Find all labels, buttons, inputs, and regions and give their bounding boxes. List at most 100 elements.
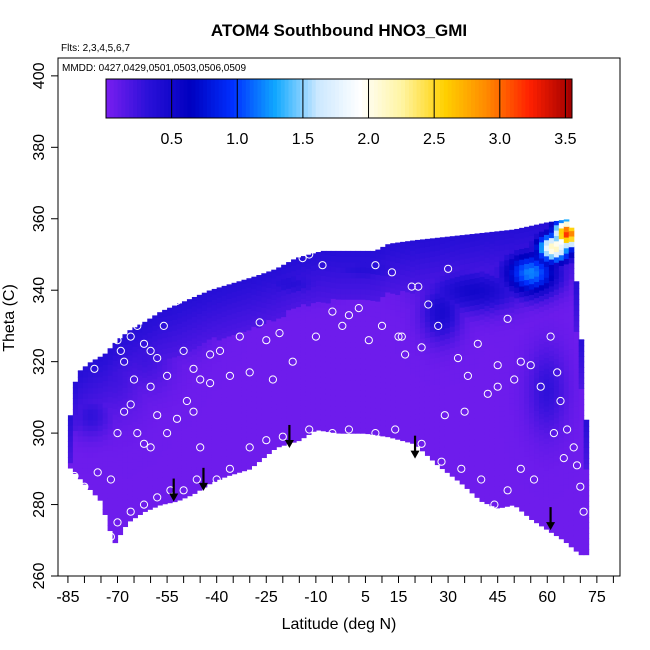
heatmap-cell [325,426,332,433]
heatmap-cell [132,367,138,374]
heatmap-cell [568,487,575,494]
heatmap-cell [236,439,243,446]
heatmap-cell [573,459,580,466]
heatmap-cell [424,412,431,419]
colorbar-segment [471,79,476,118]
heatmap-cell [558,345,565,352]
heatmap-cell [122,462,129,469]
heatmap-cell [300,341,307,348]
heatmap-cell [325,340,332,347]
heatmap-cell [191,316,198,323]
heatmap-cell [147,439,153,446]
heatmap-cell [266,367,272,374]
heatmap-cell [117,529,124,536]
heatmap-cell [400,269,406,275]
heatmap-cell [504,329,510,336]
heatmap-cell [419,322,426,329]
heatmap-cell [117,395,124,402]
heatmap-cell [405,275,411,282]
colorbar-segment [199,79,204,118]
heatmap-cell [464,359,471,366]
heatmap-cell [300,351,307,358]
heatmap-cell [573,342,580,348]
heatmap-cell [519,435,525,442]
heatmap-cell [206,360,213,367]
heatmap-cell [335,341,342,348]
heatmap-cell [439,371,446,378]
heatmap-cell [529,449,535,456]
heatmap-cell [82,414,89,421]
heatmap-cell [296,376,302,383]
heatmap-cell [444,391,451,398]
heatmap-cell [563,456,570,463]
heatmap-cell [434,244,441,251]
heatmap-cell [534,281,540,288]
heatmap-cell [320,318,327,325]
heatmap-cell [444,311,451,318]
heatmap-cell [177,307,183,313]
heatmap-cell [152,421,158,428]
heatmap-cell [419,295,426,302]
heatmap-cell [410,346,416,353]
heatmap-cell [231,302,238,309]
heatmap-cell [162,358,168,365]
sample-point [133,429,142,438]
heatmap-cell [563,328,570,335]
heatmap-cell [305,364,312,371]
heatmap-cell [415,328,421,335]
heatmap-cell [67,446,74,453]
heatmap-cell [147,402,153,408]
heatmap-cell [251,336,257,343]
heatmap-cell [92,462,99,469]
heatmap-cell [102,503,109,510]
heatmap-cell [514,394,520,401]
heatmap-cell [424,401,431,408]
heatmap-cell [77,382,84,389]
heatmap-cell [568,396,575,403]
heatmap-cell [241,299,248,306]
heatmap-cell [519,296,525,303]
heatmap-cell [543,228,550,235]
heatmap-cell [573,352,580,359]
heatmap-cell [365,406,372,413]
heatmap-cell [543,464,550,471]
heatmap-cell [568,412,575,419]
heatmap-cell [350,325,357,332]
heatmap-cell [410,405,416,412]
heatmap-cell [315,381,322,388]
heatmap-cell [553,380,560,387]
heatmap-cell [206,290,213,292]
heatmap-cell [514,238,520,245]
heatmap-cell [152,480,158,487]
heatmap-cell [499,357,505,364]
heatmap-cell [494,416,500,423]
heatmap-cell [330,266,337,273]
heatmap-cell [494,405,500,412]
heatmap-cell [400,247,406,254]
heatmap-cell [162,455,168,462]
colorbar-segment [463,79,468,118]
heatmap-cell [424,321,431,328]
heatmap-cell [424,374,431,381]
heatmap-cell [365,369,372,376]
heatmap-cell [206,451,213,458]
heatmap-cell [449,320,456,327]
sample-point [417,343,426,352]
heatmap-cell [499,266,505,273]
heatmap-cell [172,426,178,433]
heatmap-cell [464,311,471,318]
heatmap-cell [261,398,267,405]
heatmap-cell [534,297,540,304]
sample-point [90,364,99,373]
heatmap-cell [444,252,451,259]
heatmap-cell [97,360,104,367]
colorbar-tick-label: 1.5 [292,131,314,148]
heatmap-cell [226,426,233,433]
heatmap-cell [454,345,461,352]
heatmap-cell [112,488,119,495]
heatmap-cell [196,372,203,379]
heatmap-cell [77,398,84,405]
heatmap-cell [221,450,228,457]
heatmap-cell [419,327,426,334]
heatmap-cell [444,375,451,382]
